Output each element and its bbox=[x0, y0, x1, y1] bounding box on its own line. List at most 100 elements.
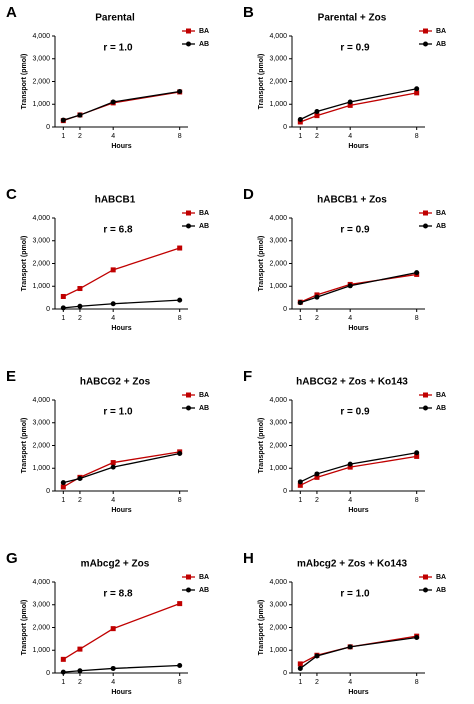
x-tick-label: 1 bbox=[298, 315, 302, 322]
panel-letter: C bbox=[6, 186, 17, 203]
legend-label: BA bbox=[436, 210, 446, 217]
y-tick-label: 2,000 bbox=[32, 442, 50, 449]
marker bbox=[297, 479, 303, 485]
marker bbox=[414, 453, 420, 459]
marker bbox=[297, 116, 303, 122]
y-axis-label: Transport (pmol) bbox=[21, 600, 28, 656]
series-line bbox=[63, 90, 180, 121]
y-axis-label: Transport (pmol) bbox=[258, 54, 265, 110]
marker bbox=[60, 669, 66, 675]
y-axis-label: Transport (pmol) bbox=[258, 236, 265, 292]
series-line bbox=[300, 271, 417, 304]
y-tick-label: 2,000 bbox=[32, 624, 50, 631]
marker bbox=[297, 300, 303, 306]
legend-label: AB bbox=[436, 405, 446, 412]
marker bbox=[60, 117, 66, 123]
y-tick-label: 1,000 bbox=[269, 647, 287, 654]
marker bbox=[297, 119, 303, 125]
x-tick-label: 4 bbox=[111, 315, 115, 322]
series-line bbox=[300, 92, 417, 123]
series-line bbox=[62, 451, 180, 488]
marker bbox=[314, 109, 320, 115]
legend-label: BA bbox=[199, 210, 209, 217]
panel-letter: D bbox=[243, 186, 254, 203]
y-axis-label: Transport (pmol) bbox=[21, 54, 28, 110]
y-tick-label: 4,000 bbox=[269, 397, 287, 404]
legend-label: AB bbox=[436, 223, 446, 230]
x-tick-label: 8 bbox=[415, 315, 419, 322]
x-tick-label: 8 bbox=[178, 315, 182, 322]
panel-letter: H bbox=[243, 550, 254, 567]
marker bbox=[110, 464, 116, 470]
y-tick-label: 0 bbox=[46, 670, 50, 677]
y-tick-label: 0 bbox=[283, 670, 287, 677]
x-tick-label: 4 bbox=[348, 315, 352, 322]
panel: A Parental r = 1.0 0 1,000 2,000 3,000 4,000 1 2 4… bbox=[6, 4, 209, 150]
y-tick-label: 2,000 bbox=[269, 78, 287, 85]
y-tick-label: 4,000 bbox=[32, 215, 50, 222]
panel: B Parental + Zos r = 0.9 0 1,000 2,000 3,000 4,… bbox=[243, 4, 446, 150]
x-tick-label: 8 bbox=[178, 133, 182, 140]
y-tick-label: 4,000 bbox=[269, 215, 287, 222]
x-tick-label: 2 bbox=[78, 315, 82, 322]
x-tick-label: 2 bbox=[78, 679, 82, 686]
y-tick-label: 3,000 bbox=[269, 602, 287, 609]
x-tick-label: 1 bbox=[61, 315, 65, 322]
y-tick-label: 3,000 bbox=[32, 56, 50, 63]
x-axis-label: Hours bbox=[111, 689, 131, 696]
x-tick-label: 4 bbox=[111, 133, 115, 140]
y-axis-label: Transport (pmol) bbox=[21, 418, 28, 474]
legend-marker bbox=[186, 574, 191, 580]
x-axis-label: Hours bbox=[111, 507, 131, 514]
y-tick-label: 0 bbox=[46, 306, 50, 313]
marker bbox=[347, 464, 353, 470]
y-tick-label: 2,000 bbox=[269, 260, 287, 267]
x-tick-label: 1 bbox=[61, 133, 65, 140]
y-tick-label: 3,000 bbox=[32, 420, 50, 427]
y-tick-label: 3,000 bbox=[32, 238, 50, 245]
y-tick-label: 1,000 bbox=[32, 101, 50, 108]
y-tick-label: 0 bbox=[283, 306, 287, 313]
marker bbox=[347, 644, 353, 650]
marker bbox=[110, 301, 116, 307]
legend-label: BA bbox=[436, 574, 446, 581]
y-tick-label: 0 bbox=[283, 124, 287, 131]
x-tick-label: 8 bbox=[415, 679, 419, 686]
x-tick-label: 2 bbox=[78, 497, 82, 504]
y-tick-label: 3,000 bbox=[269, 56, 287, 63]
legend-marker bbox=[423, 210, 428, 216]
legend-marker bbox=[186, 587, 191, 593]
y-tick-label: 3,000 bbox=[269, 238, 287, 245]
y-tick-label: 1,000 bbox=[32, 465, 50, 472]
legend-marker bbox=[186, 392, 191, 398]
marker bbox=[414, 635, 420, 641]
x-tick-label: 8 bbox=[415, 497, 419, 504]
legend-marker bbox=[423, 574, 428, 580]
annotation: r = 8.8 bbox=[103, 589, 133, 600]
x-tick-label: 2 bbox=[315, 497, 319, 504]
marker bbox=[297, 665, 303, 671]
y-tick-label: 1,000 bbox=[32, 283, 50, 290]
x-tick-label: 2 bbox=[78, 133, 82, 140]
y-tick-label: 1,000 bbox=[269, 283, 287, 290]
marker bbox=[347, 283, 353, 289]
marker bbox=[110, 99, 116, 105]
marker bbox=[414, 270, 420, 276]
x-tick-label: 1 bbox=[298, 133, 302, 140]
series-line bbox=[299, 636, 417, 669]
x-tick-label: 4 bbox=[111, 679, 115, 686]
marker bbox=[60, 484, 66, 490]
legend-label: AB bbox=[199, 223, 209, 230]
x-axis-label: Hours bbox=[348, 689, 368, 696]
marker bbox=[60, 480, 66, 486]
x-tick-label: 2 bbox=[315, 133, 319, 140]
legend-label: AB bbox=[436, 587, 446, 594]
legend-label: AB bbox=[199, 41, 209, 48]
x-axis-label: Hours bbox=[348, 143, 368, 150]
marker bbox=[110, 460, 116, 466]
legend-marker bbox=[186, 41, 191, 47]
annotation: r = 0.9 bbox=[340, 43, 370, 54]
